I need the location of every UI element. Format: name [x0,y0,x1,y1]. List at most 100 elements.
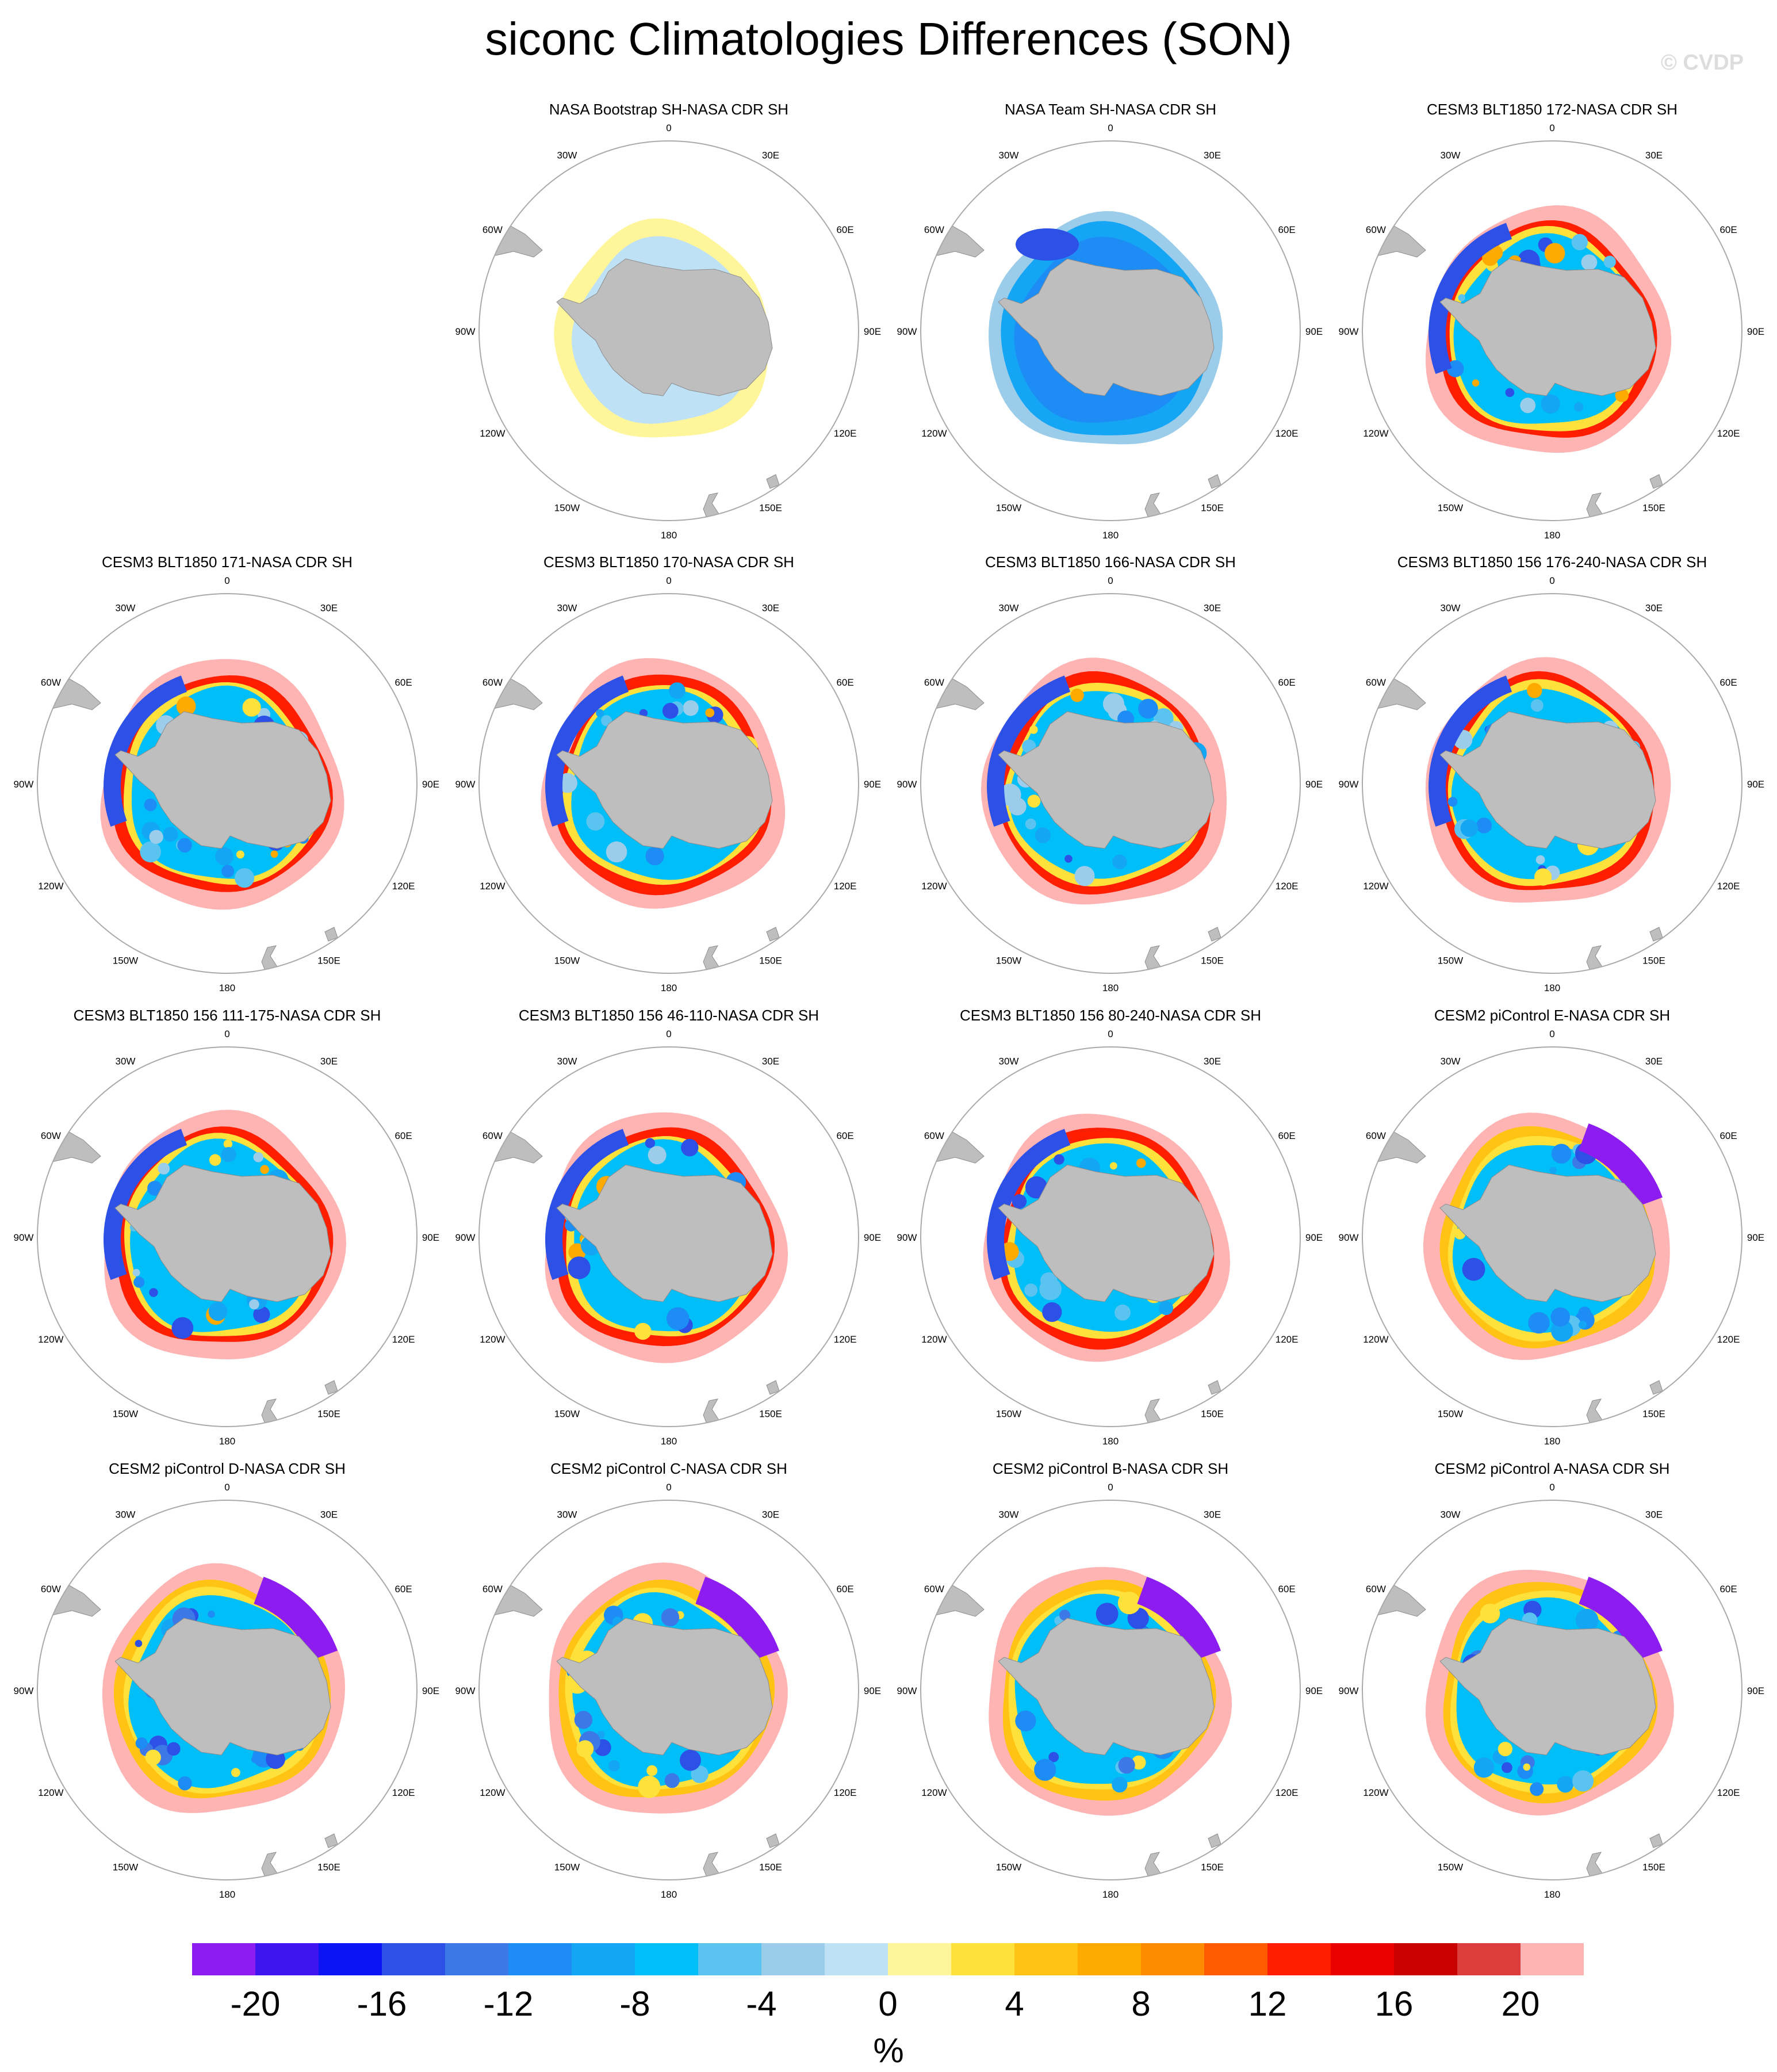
colorbar-swatch [445,1943,509,1975]
panel-title: NASA Team SH-NASA CDR SH [1005,101,1216,118]
colorbar-swatch [319,1943,382,1975]
lon-label: 90E [1747,779,1764,790]
lon-label: 150W [996,1409,1021,1420]
field-patch [1581,254,1598,270]
map-boundary [37,593,418,974]
field-patch [1505,388,1515,397]
field-patch [242,698,261,717]
lon-label: 120W [38,1787,63,1798]
lon-label: 150W [1438,1862,1463,1873]
field-patch [645,847,664,866]
field-patch [574,1711,593,1729]
lon-label: 30W [557,1509,577,1520]
panel-title: CESM2 piControl B-NASA CDR SH [992,1460,1229,1477]
map-boundary [920,1046,1301,1427]
lon-label: 0 [666,575,671,586]
field-patch [568,1256,591,1279]
lon-label: 150E [1201,1862,1224,1873]
lon-label: 60E [395,1130,412,1141]
field-patch [576,1740,594,1758]
lon-label: 90W [455,779,476,790]
field-layer [1362,1569,1674,1880]
field-layer [479,1112,788,1427]
new-zealand-land [261,945,278,973]
field-patch [586,812,605,831]
map-panel: CESM3 BLT1850 156 46-110-NASA CDR SH 0 30E… [442,1007,896,1461]
new-zealand-land [1586,945,1603,973]
colorbar-swatch [635,1943,699,1975]
lon-label: 60W [482,1130,503,1141]
field-patch [1447,797,1458,807]
lon-label: 60W [924,224,944,235]
map-panel: CESM2 piControl B-NASA CDR SH 0 30E 60E 90E 1… [883,1460,1338,1914]
field-negative-sector [1137,1577,1221,1661]
lon-label: 60W [1366,677,1386,688]
lon-label: 0 [1108,1482,1113,1493]
new-zealand-land [1586,1398,1603,1427]
lon-label: 60W [41,677,61,688]
map-boundary [478,1500,859,1880]
colorbar-tick-label: -20 [231,1985,281,2023]
lon-label: 60E [836,1584,853,1595]
field-patch [1530,699,1544,712]
field-patch [1615,388,1629,403]
field-layer [921,211,1223,521]
field-patch [1476,817,1492,834]
lon-label: 180 [1102,530,1119,541]
field-negative-sector [1579,1123,1663,1207]
colorbar-swatch [192,1943,256,1975]
lon-label: 150E [1642,955,1665,966]
field-patch [167,1742,181,1756]
lon-label: 120E [834,1334,857,1345]
field-patch [1446,360,1464,377]
map-boundary [1362,1046,1742,1427]
watermark: © CVDP [1660,51,1744,75]
lon-label: 150E [759,1862,782,1873]
polar-map: 0 30E 60E 90E 120E 150E 180 150W 120W 90W 60W 30W [455,1482,882,1900]
lon-label: 150E [1642,1862,1665,1873]
lon-label: 90W [897,779,917,790]
new-zealand-land [703,1398,720,1427]
field-layer [37,1110,346,1427]
polar-map: 0 30E 60E 90E 120E 150E 180 150W 120W 90W 60W 30W [14,575,440,993]
field-patch [235,868,255,888]
panel-title: CESM2 piControl D-NASA CDR SH [109,1460,346,1477]
field-patch [149,829,163,844]
map-boundary [1362,593,1742,974]
lon-label: 0 [666,123,671,133]
lon-label: 30E [762,1509,779,1520]
map-boundary [478,140,859,521]
lon-label: 30E [1645,150,1663,160]
field-layer [479,658,786,973]
field-patch [661,1608,680,1627]
lon-label: 0 [666,1482,671,1493]
lon-label: 180 [1544,983,1560,993]
field-patch [1054,1154,1064,1165]
lon-label: 120E [834,428,857,439]
field-patch [1557,1776,1574,1793]
lon-label: 120E [1276,881,1299,892]
lon-label: 150E [1201,503,1224,514]
lon-label: 120W [38,1334,63,1345]
field-patch [178,1776,192,1791]
lon-label: 90W [1339,326,1359,337]
lon-label: 120W [1363,881,1388,892]
field-patch [171,1317,194,1339]
lon-label: 150W [1438,955,1463,966]
map-boundary [1362,140,1742,521]
antarctica-land [114,711,331,849]
field-patch [1096,1603,1119,1626]
polar-map: 0 30E 60E 90E 120E 150E 180 150W 120W 90W 60W 30W [897,575,1323,993]
colorbar-tick-label: 8 [1131,1985,1150,2023]
field-patch [1102,693,1124,715]
colorbar-swatch [1457,1943,1521,1975]
map-panel: CESM3 BLT1850 156 111-175-NASA CDR SH 0 30… [0,1007,454,1461]
field-layer [479,1562,788,1880]
polar-map: 0 30E 60E 90E 120E 150E 180 150W 120W 90W 60W 30W [455,123,882,541]
lon-label: 120W [921,1334,947,1345]
colorbar-swatch [1331,1943,1395,1975]
field-patch [1460,819,1479,837]
antarctica-land [556,1618,773,1756]
field-patch [646,1765,658,1776]
lon-label: 30W [999,1509,1019,1520]
